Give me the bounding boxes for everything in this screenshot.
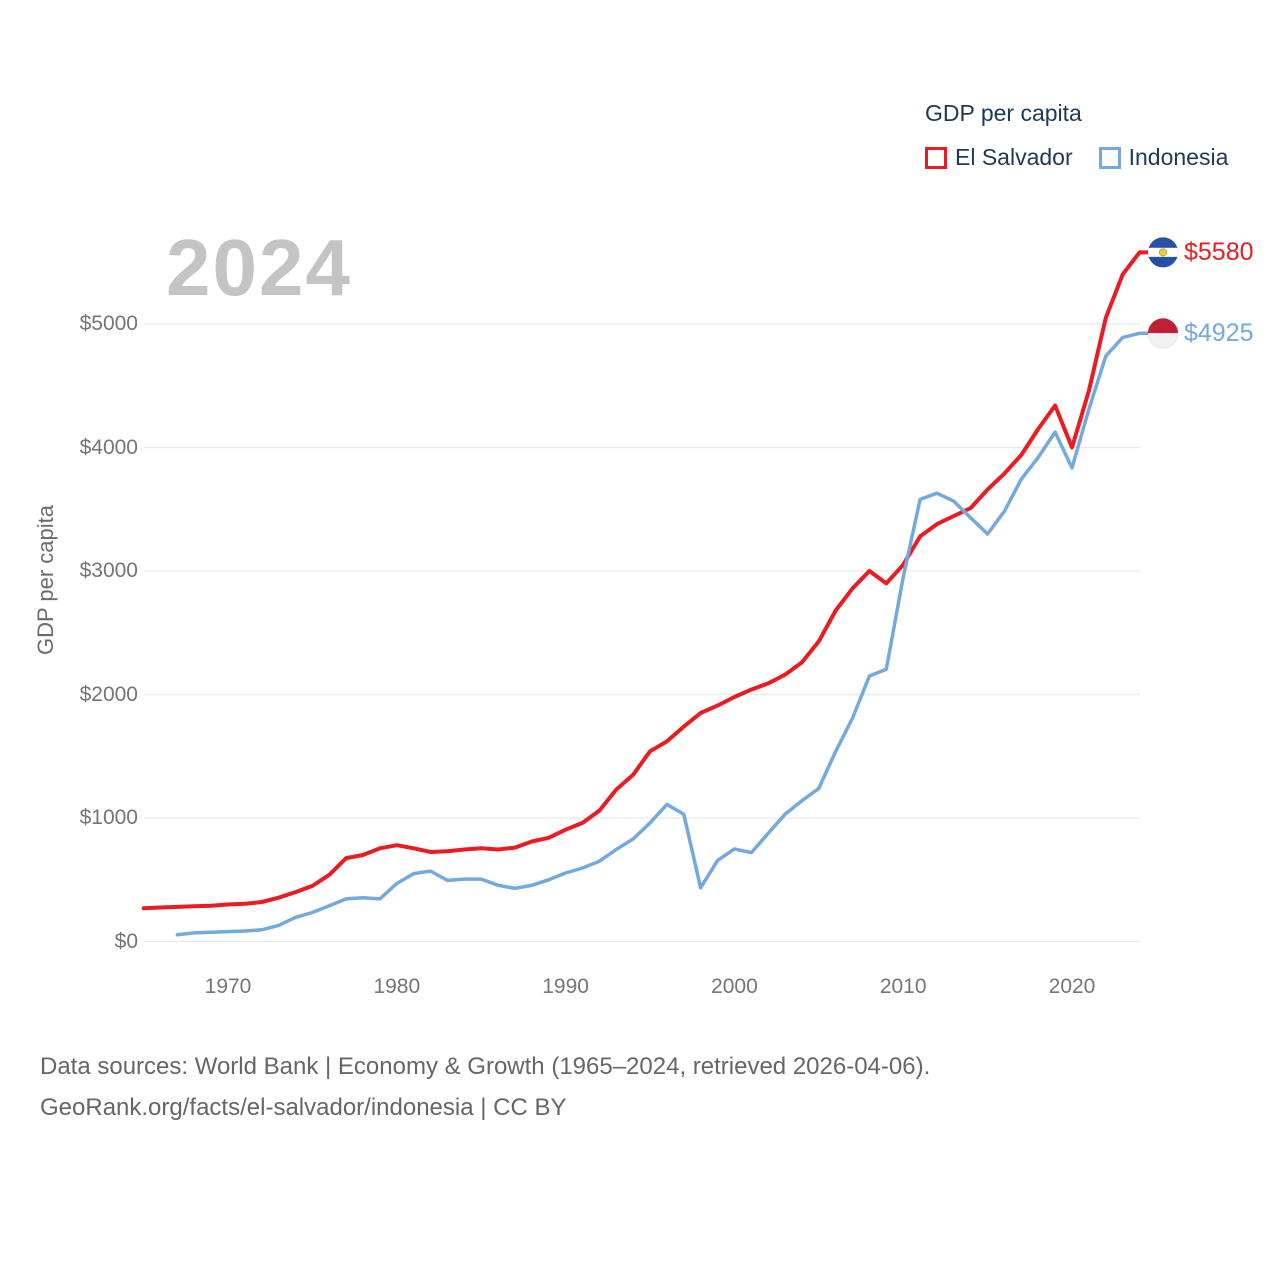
indonesia-flag-icon: [1147, 317, 1179, 349]
legend-item-indonesia[interactable]: Indonesia: [1098, 144, 1229, 171]
legend-items: El Salvador Indonesia: [925, 144, 1228, 171]
line-el-salvador[interactable]: [141, 250, 1151, 911]
footer: Data sources: World Bank | Economy & Gro…: [40, 1046, 930, 1128]
footer-data-sources: Data sources: World Bank | Economy & Gro…: [40, 1053, 931, 1080]
legend-title: GDP per capita: [925, 100, 1082, 126]
legend: GDP per capita El Salvador Indonesia: [925, 100, 1228, 171]
legend-label-el-salvador: El Salvador: [955, 144, 1073, 170]
footer-attribution: GeoRank.org/facts/el-salvador/indonesia …: [40, 1094, 567, 1121]
year-watermark: 2024: [166, 223, 352, 312]
legend-item-el-salvador[interactable]: El Salvador: [925, 144, 1073, 171]
line-indonesia[interactable]: [175, 331, 1151, 937]
el-salvador-flag-icon: [1147, 236, 1179, 268]
el-salvador-swatch-icon: [925, 146, 947, 169]
indonesia-value-label: $4925: [1184, 319, 1254, 348]
legend-label-indonesia: Indonesia: [1128, 144, 1229, 170]
indonesia-swatch-icon: [1098, 146, 1121, 169]
el-salvador-value-label: $5580: [1184, 238, 1254, 267]
